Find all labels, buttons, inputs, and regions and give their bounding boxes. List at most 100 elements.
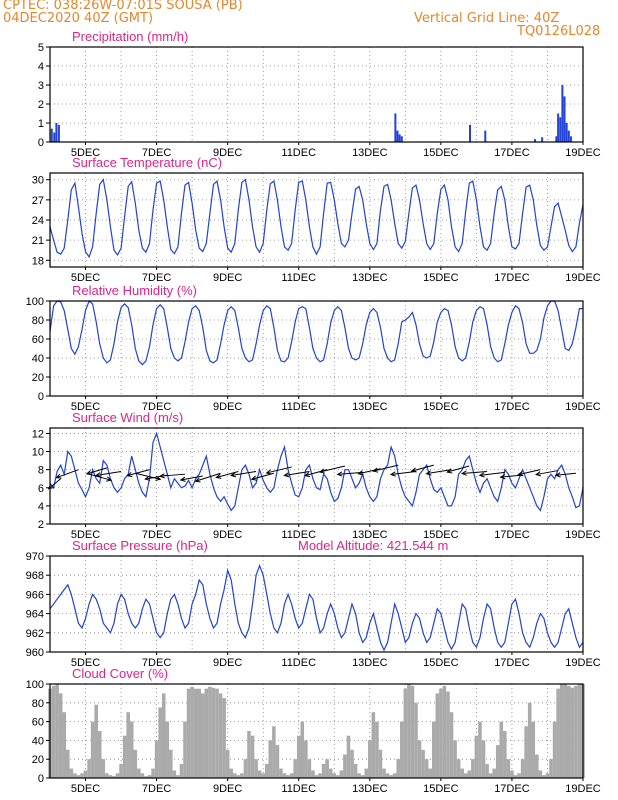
y-tick-label: 4: [38, 61, 44, 73]
series-line: [49, 178, 584, 259]
wind-arrow-head: [94, 472, 101, 478]
cloud-bar: [186, 688, 191, 778]
cloud-bar: [225, 749, 230, 778]
cloud-bar: [51, 685, 56, 778]
x-tick-label: 15DEC: [423, 657, 459, 669]
cloud-bar: [346, 735, 351, 778]
cloud-bar: [563, 684, 568, 778]
wind-arrow: [135, 472, 161, 480]
panel-title: Surface Pressure (hPa): [72, 538, 208, 553]
cloud-bar: [350, 749, 354, 778]
cloud-bar: [275, 745, 280, 778]
cloud-bar: [87, 759, 91, 778]
cloud-bar: [58, 693, 63, 778]
wind-arrow: [536, 470, 559, 476]
wind-arrow: [319, 465, 346, 473]
y-tick-label: 964: [26, 609, 44, 621]
x-tick-label: 11DEC: [281, 401, 316, 413]
panel-title: Cloud Cover (%): [72, 666, 168, 681]
precip-bar: [541, 137, 544, 142]
x-tick-label: 7DEC: [142, 401, 171, 413]
cloud-bar: [65, 749, 70, 778]
x-tick-label: 7DEC: [142, 272, 171, 284]
wind-arrow-head: [215, 473, 222, 479]
wind-arrow: [180, 475, 203, 481]
cloud-bar: [524, 726, 528, 778]
cloud-bar: [240, 773, 244, 778]
wind-arrow-head: [304, 472, 311, 478]
cloud-bar: [282, 773, 287, 778]
x-tick-label: 5DEC: [71, 657, 100, 669]
cloud-bar: [300, 721, 305, 778]
x-tick-label: 15DEC: [423, 783, 459, 795]
panel-title: Surface Temperature (nC): [72, 155, 222, 170]
cloud-bar: [549, 759, 553, 778]
cloud-bar: [410, 685, 415, 778]
x-tick-label: 9DEC: [213, 783, 242, 795]
x-tick-label: 15DEC: [423, 147, 459, 159]
x-tick-label: 5DEC: [71, 272, 100, 284]
cloud-bar: [371, 712, 376, 778]
station-header: CPTEC: 038:26W-07:01S SOUSA (PB): [3, 0, 243, 13]
cloud-bar: [311, 770, 315, 778]
cloud-bar: [293, 759, 297, 778]
cloud-bar: [183, 721, 187, 778]
series-line: [49, 431, 584, 512]
precip-bar: [398, 134, 401, 142]
cloud-bar: [392, 773, 397, 778]
y-tick-label: 0: [38, 137, 44, 149]
wind-arrow: [411, 464, 434, 472]
x-tick-label: 7DEC: [142, 147, 171, 159]
model-altitude: Model Altitude: 421.544 m: [298, 538, 448, 553]
x-tick-label: 9DEC: [213, 657, 242, 669]
cloud-bar: [375, 721, 379, 778]
wind-arrow: [95, 470, 122, 476]
cloud-bar: [254, 759, 258, 778]
wind-arrow-head: [250, 475, 257, 481]
wind-arrow-head: [194, 477, 201, 483]
cloud-bar: [417, 740, 422, 778]
cloud-bar: [201, 693, 205, 778]
wind-arrow-head: [158, 473, 165, 479]
cloud-bar: [115, 773, 120, 778]
wind-arrow: [195, 472, 221, 482]
precip-bar: [567, 130, 570, 142]
cloud-bar: [215, 688, 219, 778]
x-tick-label: 19DEC: [565, 272, 601, 284]
y-tick-label: 6: [38, 483, 44, 495]
wind-arrow: [56, 469, 79, 479]
run-date: 04DEC2020 40Z (GMT): [3, 11, 154, 26]
cloud-bar: [535, 754, 539, 778]
panel-frame: [49, 427, 584, 525]
cloud-bar: [499, 721, 504, 778]
x-tick-label: 11DEC: [281, 147, 316, 159]
cloud-bar: [542, 775, 546, 778]
x-tick-label: 15DEC: [423, 529, 459, 541]
panel-title: Surface Wind (m/s): [72, 410, 183, 425]
cloud-bar: [431, 721, 436, 778]
y-tick-label: 100: [26, 679, 44, 691]
x-tick-label: 19DEC: [565, 147, 601, 159]
cloud-bar: [314, 775, 319, 778]
cloud-bar: [129, 721, 134, 778]
y-tick-label: 18: [32, 255, 44, 267]
precip-bar: [57, 124, 60, 142]
cloud-bar: [204, 688, 209, 778]
cloud-bar: [574, 685, 578, 778]
y-tick-label: 100: [26, 296, 44, 308]
y-tick-label: 21: [32, 235, 44, 247]
precip-bar: [557, 113, 560, 142]
cloud-bar: [172, 770, 177, 778]
cloud-bar: [304, 740, 308, 778]
x-tick-label: 11DEC: [281, 657, 316, 669]
y-tick-label: 0: [38, 773, 44, 785]
x-tick-label: 19DEC: [565, 529, 601, 541]
wind-arrow: [358, 468, 381, 475]
y-tick-label: 966: [26, 589, 44, 601]
cloud-bar: [151, 768, 155, 778]
cloud-bar: [321, 763, 326, 778]
cloud-bar: [471, 759, 475, 778]
cloud-bar: [122, 735, 127, 778]
y-tick-label: 40: [32, 735, 44, 747]
